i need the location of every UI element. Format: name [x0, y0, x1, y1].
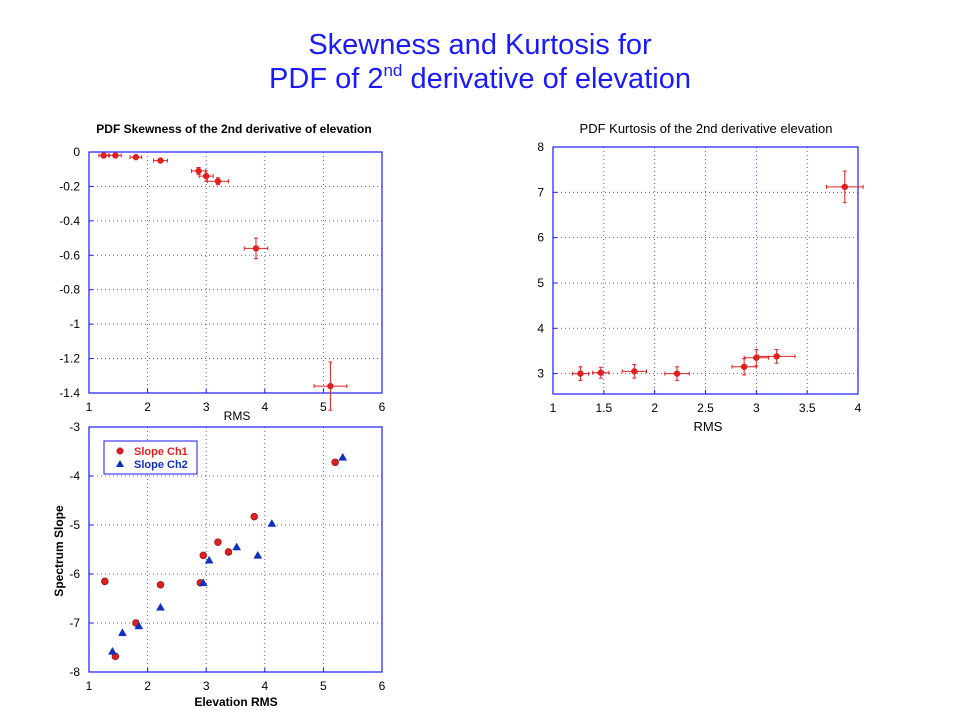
- skewness-data-point: [195, 167, 202, 175]
- kurtosis-chart: 1 1.5 2 2.5 3 3.5 4 3 4 5 6 7 8 PDF Kurtosis of the 2…: [537, 121, 864, 434]
- skewness-chart: 1 2 3 4 5 6 0 -0.2 -0.4 -0.6 -0.8 -1 -1.2 -1.4 PDF Ske…: [59, 122, 385, 423]
- spectrum-slope-point-ch2: [156, 602, 165, 611]
- spectrum-slope-y-axis-label: Spectrum Slope: [52, 505, 66, 597]
- skewness-data-point: [327, 382, 334, 390]
- kurtosis-data-point: [673, 370, 681, 377]
- skewness-y-tick-label: -0.2: [59, 179, 80, 193]
- skewness-x-tick-label: 3: [203, 400, 210, 414]
- kurtosis-y-tick-label: 7: [537, 185, 544, 199]
- kurtosis-x-tick-label: 4: [855, 401, 862, 415]
- spectrum-slope-point-ch1: [199, 551, 207, 560]
- spectrum-slope-point-ch2: [117, 628, 127, 637]
- spectrum-slope-x-tick-label: 2: [144, 679, 151, 693]
- skewness-y-tick-label: -0.4: [59, 214, 80, 228]
- kurtosis-x-tick-label: 1: [550, 401, 557, 415]
- skewness-y-tick-label: -1.2: [59, 352, 80, 366]
- spectrum-slope-x-tick-label: 5: [320, 679, 327, 693]
- legend-box: [103, 440, 198, 475]
- skewness-x-tick-label: 1: [86, 400, 93, 414]
- slide-title-line2-sup: nd: [383, 61, 403, 80]
- skewness-y-tick-label: -0.6: [59, 248, 80, 262]
- kurtosis-x-tick-label: 2.5: [697, 401, 714, 415]
- legend-entry-0: Slope Ch1: [134, 446, 188, 458]
- kurtosis-x-tick-label: 3.5: [799, 401, 816, 415]
- spectrum-slope-point-ch2: [134, 621, 144, 630]
- skewness-data-point: [132, 153, 140, 161]
- slide-title-line2-post: derivative of elevation: [402, 63, 691, 95]
- spectrum-slope-point-ch1: [101, 577, 109, 586]
- spectrum-slope-point-ch2: [108, 646, 117, 655]
- kurtosis-data-point: [740, 363, 748, 371]
- skewness-x-tick-label: 5: [320, 400, 327, 414]
- skewness-x-axis-label: RMS: [224, 409, 251, 423]
- spectrum-slope-y-tick-label: -3: [69, 420, 80, 434]
- spectrum-slope-x-tick-label: 4: [261, 679, 268, 693]
- spectrum-slope-x-tick-label: 1: [86, 679, 93, 693]
- spectrum-slope-point-ch2: [204, 555, 214, 564]
- skewness-chart-title: PDF Skewness of the 2nd derivative of el…: [96, 122, 371, 136]
- legend-circle-icon: [116, 447, 124, 455]
- kurtosis-x-tick-label: 1.5: [595, 401, 612, 415]
- spectrum-slope-point-ch1: [224, 548, 233, 556]
- skewness-data-point: [202, 172, 210, 180]
- slide-title-line2: PDF of 2nd derivative of elevation: [0, 62, 960, 96]
- spectrum-slope-point-ch2: [338, 452, 348, 461]
- skewness-x-tick-label: 6: [379, 400, 386, 414]
- skewness-x-tick-label: 4: [261, 400, 268, 414]
- kurtosis-y-tick-label: 5: [537, 276, 544, 290]
- skewness-y-tick-label: -0.8: [59, 283, 80, 297]
- spectrum-slope-x-tick-label: 3: [203, 679, 210, 693]
- skewness-plot-frame: [88, 151, 383, 394]
- skewness-data-point: [214, 178, 222, 185]
- spectrum-slope-point-ch2: [198, 578, 208, 587]
- skewness-y-tick-label: 0: [73, 145, 80, 159]
- legend-entry-1: Slope Ch2: [134, 459, 188, 471]
- kurtosis-x-axis-label: RMS: [694, 419, 723, 434]
- spectrum-slope-y-tick-label: -6: [69, 567, 80, 581]
- skewness-y-tick-label: -1.4: [59, 386, 80, 400]
- skewness-data-point: [100, 152, 107, 159]
- kurtosis-data-point: [577, 370, 584, 377]
- spectrum-slope-chart: 1 2 3 4 5 6 -3 -4 -5 -6 -7 -8 Elevation RMS Spectrum …: [52, 420, 386, 709]
- spectrum-slope-x-axis-label: Elevation RMS: [194, 695, 277, 709]
- kurtosis-y-tick-label: 6: [537, 231, 544, 245]
- kurtosis-x-tick-label: 2: [651, 401, 658, 415]
- kurtosis-data-point: [773, 353, 780, 360]
- slide-title-line1: Skewness and Kurtosis for: [308, 29, 652, 61]
- kurtosis-data-point: [597, 369, 605, 376]
- spectrum-slope-point-ch1: [214, 538, 222, 546]
- spectrum-slope-y-tick-label: -7: [69, 616, 80, 630]
- spectrum-slope-point-ch2: [232, 542, 242, 551]
- spectrum-slope-x-tick-label: 6: [379, 679, 386, 693]
- kurtosis-y-tick-label: 4: [537, 321, 544, 335]
- skewness-x-tick-label: 2: [144, 400, 151, 414]
- skewness-y-tick-label: -1: [69, 317, 80, 331]
- skewness-data-point: [157, 157, 164, 164]
- spectrum-slope-y-tick-label: -4: [69, 469, 80, 483]
- slide-title-line2-pre: PDF of 2: [269, 63, 384, 95]
- spectrum-slope-point-ch1: [156, 581, 165, 589]
- slide-title: Skewness and Kurtosis for PDF of 2nd der…: [0, 28, 960, 96]
- kurtosis-data-point: [841, 183, 849, 191]
- spectrum-slope-y-tick-label: -8: [69, 665, 80, 679]
- skewness-data-point: [252, 245, 260, 252]
- kurtosis-plot-frame: [552, 146, 859, 395]
- spectrum-slope-point-ch1: [250, 512, 258, 521]
- spectrum-slope-point-ch2: [267, 519, 277, 527]
- kurtosis-data-point: [631, 368, 638, 375]
- spectrum-slope-point-ch1: [331, 458, 339, 466]
- skewness-data-point: [112, 152, 119, 159]
- spectrum-slope-y-tick-label: -5: [69, 518, 80, 532]
- kurtosis-data-point: [753, 354, 760, 361]
- kurtosis-chart-title: PDF Kurtosis of the 2nd derivative eleva…: [580, 121, 833, 136]
- kurtosis-y-tick-label: 8: [537, 140, 544, 154]
- spectrum-slope-point-ch2: [253, 550, 263, 559]
- kurtosis-x-tick-label: 3: [753, 401, 760, 415]
- legend-triangle-icon: [116, 460, 124, 467]
- kurtosis-y-tick-label: 3: [537, 367, 544, 381]
